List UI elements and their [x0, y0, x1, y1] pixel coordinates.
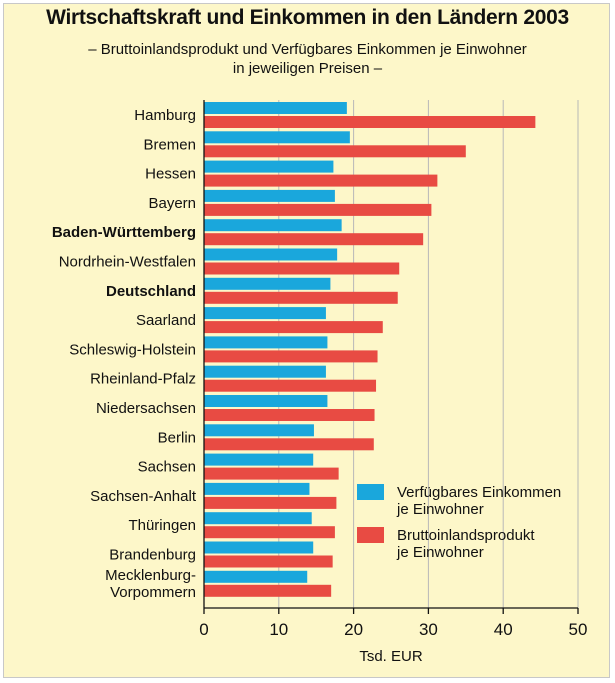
bar-income: [204, 248, 338, 261]
category-label: Deutschland: [106, 283, 196, 300]
legend-gdp-swatch: [357, 527, 384, 543]
bar-gdp: [204, 321, 383, 334]
bar-income: [204, 453, 314, 466]
x-tick-label: 20: [344, 620, 363, 639]
bar-gdp: [204, 203, 432, 216]
bar-gdp: [204, 555, 333, 568]
chart-title: Wirtschaftskraft und Einkommen in den Lä…: [46, 6, 569, 29]
bar-income: [204, 336, 328, 349]
bar-income: [204, 160, 334, 173]
category-label: Nordrhein-Westfalen: [59, 254, 196, 271]
category-label: Bayern: [148, 195, 196, 212]
category-label: Hamburg: [134, 107, 196, 124]
bar-gdp: [204, 145, 466, 158]
bar-income: [204, 219, 342, 232]
category-label: Niedersachsen: [96, 400, 196, 417]
subtitle-line-1: – Bruttoinlandsprodukt und Verfügbares E…: [88, 41, 527, 58]
bar-gdp: [204, 116, 536, 128]
category-label: Bremen: [143, 136, 196, 153]
x-tick-label: 50: [569, 620, 588, 639]
legend-income-swatch: [357, 484, 384, 500]
legend-income-label: Verfügbares Einkommen je Einwohner: [396, 484, 561, 518]
bar-gdp: [204, 174, 438, 187]
category-label: Saarland: [136, 312, 196, 329]
bar-gdp: [204, 262, 400, 275]
chart-subtitle: – Bruttoinlandsprodukt und Verfügbares E…: [0, 40, 615, 78]
bar-gdp: [204, 526, 335, 539]
bar-income: [204, 307, 326, 320]
x-tick-label: 0: [199, 620, 208, 639]
category-label: Sachsen: [138, 459, 196, 476]
bar-gdp: [204, 584, 332, 597]
category-label: Sachsen-Anhalt: [90, 488, 197, 505]
bar-income: [204, 570, 308, 583]
category-label: Brandenburg: [109, 547, 196, 564]
bar-gdp: [204, 496, 337, 509]
x-axis-label: Tsd. EUR: [359, 648, 423, 665]
bar-income: [204, 424, 314, 437]
bar-gdp: [204, 467, 339, 480]
bar-gdp: [204, 438, 374, 451]
category-label: Mecklenburg-Vorpommern: [105, 567, 196, 601]
category-label: Thüringen: [128, 517, 196, 534]
category-label: Hessen: [145, 166, 196, 183]
category-label: Berlin: [158, 429, 196, 446]
x-tick-label: 10: [269, 620, 288, 639]
bar-income: [204, 102, 347, 114]
bar-income: [204, 395, 328, 407]
category-label: Baden-Württemberg: [52, 224, 196, 241]
legend-gdp-label: Bruttoinlandsprodukt je Einwohner: [396, 527, 535, 561]
bar-income: [204, 365, 326, 378]
category-label: Rheinland-Pfalz: [90, 371, 196, 388]
x-tick-label: 40: [494, 620, 513, 639]
x-tick-label: 30: [419, 620, 438, 639]
bar-gdp: [204, 233, 424, 246]
bar-income: [204, 131, 350, 144]
bar-income: [204, 482, 310, 495]
bar-gdp: [204, 291, 398, 304]
bar-gdp: [204, 409, 375, 421]
bar-income: [204, 277, 331, 290]
subtitle-line-2: in jeweiligen Preisen –: [232, 60, 383, 77]
bar-gdp: [204, 379, 377, 392]
bar-income: [204, 541, 314, 554]
bar-income: [204, 512, 312, 525]
category-label: Schleswig-Holstein: [69, 341, 196, 358]
bar-gdp: [204, 350, 378, 363]
bar-income: [204, 189, 335, 202]
